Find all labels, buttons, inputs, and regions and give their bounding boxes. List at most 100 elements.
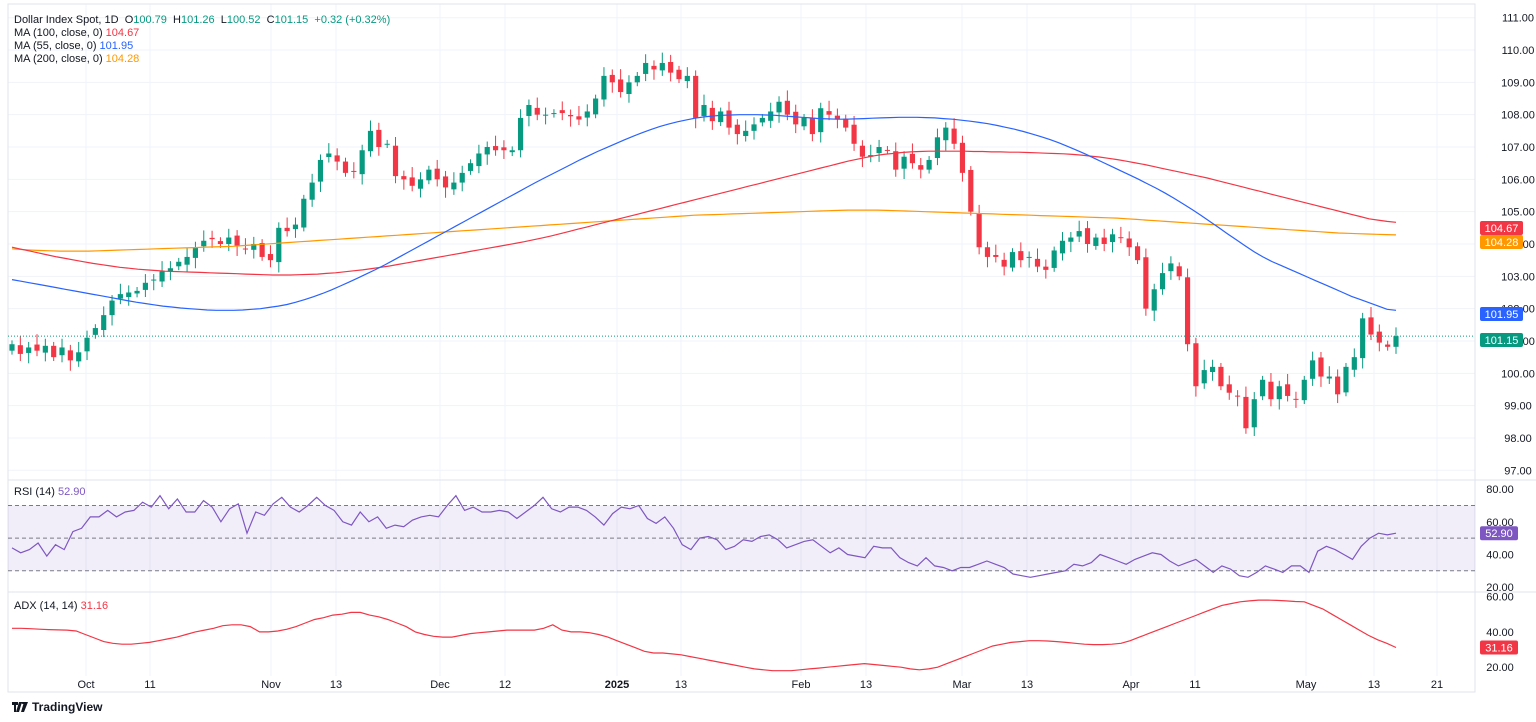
price-tick-label: 97.00 <box>1504 465 1532 477</box>
candle-body <box>17 345 23 354</box>
candle <box>1193 337 1199 397</box>
candle <box>301 194 307 232</box>
candle-body <box>818 108 824 133</box>
rsi-tick-label: 60.00 <box>1486 517 1514 529</box>
price-tick-label: 107.00 <box>1501 142 1535 154</box>
candle-body <box>659 62 665 71</box>
candle <box>884 146 891 155</box>
candle-body <box>1076 231 1082 237</box>
candle-body <box>267 254 274 261</box>
candle-body <box>234 235 240 246</box>
time-axis[interactable]: Oct 11 Nov 13 Dec 12 2025 13 Feb 13 Mar 13 Apr 11 May 1… <box>77 679 1443 691</box>
candle <box>634 72 640 87</box>
candle-body <box>1109 234 1116 243</box>
close-value: 101.15 <box>274 14 309 26</box>
candle-body <box>42 345 48 353</box>
candle <box>551 109 557 118</box>
candle-body <box>292 224 299 230</box>
candle <box>267 245 274 268</box>
candle <box>1034 248 1041 273</box>
candle-body <box>618 79 624 93</box>
candle <box>568 109 574 127</box>
candle <box>1326 366 1332 384</box>
candle-body <box>9 344 15 351</box>
candle <box>101 306 107 338</box>
time-tick-label: 2025 <box>605 679 629 691</box>
candle-body <box>751 124 757 131</box>
candle-body <box>1143 257 1149 309</box>
candle <box>684 67 690 89</box>
candle <box>993 244 999 263</box>
adx-tick-label: 40.00 <box>1486 627 1514 639</box>
candle <box>1051 246 1057 272</box>
rsi-band-fill <box>8 505 1475 571</box>
price-tick-label: 98.00 <box>1504 433 1532 445</box>
ma100-label: MA (100, close, 0) <box>14 27 103 39</box>
candle-body <box>576 116 582 120</box>
candle-body <box>167 268 173 272</box>
candle-body <box>159 271 165 282</box>
candle-body <box>826 111 832 115</box>
ma200-legend[interactable]: MA (200, close, 0) 104.28 <box>14 53 139 66</box>
candle <box>609 69 615 93</box>
candle <box>517 109 524 158</box>
candle <box>851 115 857 151</box>
candle-body <box>1084 228 1091 244</box>
candle <box>659 52 665 76</box>
time-tick-label: May <box>1296 679 1317 691</box>
price-tick-label: 108.00 <box>1501 110 1535 122</box>
candle <box>709 100 715 130</box>
candle <box>159 261 165 287</box>
ma200-label: MA (200, close, 0) <box>14 53 103 65</box>
adx-tick-label: 20.00 <box>1486 662 1514 674</box>
candle-body <box>342 161 349 173</box>
candle <box>1376 324 1382 352</box>
candle-body <box>568 115 574 117</box>
candle <box>951 118 957 150</box>
adx-line <box>12 599 1397 672</box>
candle <box>909 143 916 169</box>
candle <box>142 274 148 298</box>
tradingview-logo[interactable]: TradingView <box>12 700 102 714</box>
candle <box>759 114 765 127</box>
candle <box>367 120 374 157</box>
candle <box>734 119 740 145</box>
candle-body <box>918 165 924 170</box>
low-value: 100.52 <box>226 14 261 26</box>
rsi-value: 52.90 <box>57 486 86 498</box>
candle <box>643 54 649 82</box>
candle <box>392 136 399 184</box>
candle <box>459 165 465 192</box>
candle <box>167 261 173 281</box>
candle <box>134 286 140 298</box>
ma55-legend[interactable]: MA (55, close, 0) 101.95 <box>14 40 133 53</box>
candle-body <box>1184 277 1191 345</box>
candle <box>209 230 215 248</box>
price-tick-label: 99.00 <box>1504 401 1532 413</box>
ma100-legend[interactable]: MA (100, close, 0) 104.67 <box>14 27 139 40</box>
candle-body <box>1351 357 1357 370</box>
price-pane[interactable] <box>8 52 1475 437</box>
adx-pane[interactable] <box>12 599 1397 672</box>
candle-body <box>1051 250 1057 268</box>
candle <box>526 99 532 127</box>
adx-legend[interactable]: ADX (14, 14) 31.16 <box>14 600 108 613</box>
candle <box>968 166 974 216</box>
candle-body <box>709 107 715 122</box>
candle <box>1310 351 1316 386</box>
candle-body <box>543 114 549 116</box>
candle <box>1176 262 1182 281</box>
candle-body <box>901 156 907 169</box>
candle <box>1385 340 1391 351</box>
candle <box>251 236 257 259</box>
candle-body <box>743 130 749 137</box>
candle <box>1059 232 1066 261</box>
ohlc-values: O100.79 H101.26 L100.52 C101.15 +0.32 (+… <box>122 14 391 26</box>
candle-body <box>1360 318 1366 359</box>
rsi-pane[interactable] <box>8 494 1475 578</box>
symbol-title[interactable]: Dollar Index Spot, 1D <box>14 14 119 26</box>
rsi-legend[interactable]: RSI (14) 52.90 <box>14 486 86 499</box>
candle-body <box>768 111 774 121</box>
candle <box>84 330 90 361</box>
